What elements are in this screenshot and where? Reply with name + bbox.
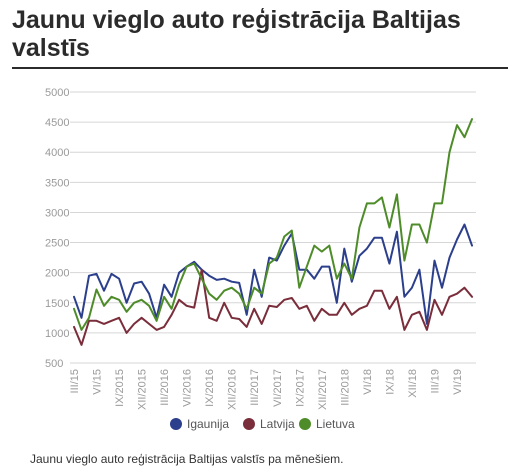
title-divider [12,67,508,69]
x-tick-label: XII/2016 [227,369,239,410]
series-line-latvija [73,268,473,346]
y-tick-label: 5000 [45,87,69,99]
x-axis-ticks: III/15 VI/15 IX/2015 XII/2015 III/2016 VI/201… [69,369,464,410]
x-tick-label: III/2018 [339,369,351,406]
x-tick-label: VI/2017 [272,369,284,407]
x-tick-label: VI/15 [92,369,104,395]
y-tick-label: 2500 [45,238,69,250]
gridlines [70,91,476,364]
y-tick-label: 3500 [45,177,69,189]
legend: Igaunija Latvija Lietuva [170,417,355,431]
series-line-igaunija [73,223,473,325]
y-tick-label: 500 [45,358,63,370]
x-tick-label: IX/18 [384,369,396,395]
legend-label: Lietuva [316,417,355,431]
x-tick-label: III/15 [69,369,81,393]
y-tick-label: 4500 [45,117,69,129]
legend-label: Latvija [260,417,295,431]
x-tick-label: XII/2015 [137,369,149,410]
y-tick-label: 2000 [45,268,69,280]
x-tick-label: XII/2017 [317,369,329,410]
series-line-lietuva [73,118,473,331]
x-tick-label: III/2016 [159,369,171,406]
x-tick-label: VI/19 [452,369,464,395]
chart-title: Jaunu vieglo auto reģistrācija Baltijas … [12,6,461,62]
y-tick-label: 3000 [45,207,69,219]
chart-caption: Jaunu vieglo auto reģistrācija Baltijas … [30,452,344,466]
legend-marker [243,418,255,430]
x-tick-label: VI/18 [362,369,374,395]
x-tick-label: IX/2017 [294,369,306,407]
x-tick-label: III/19 [429,369,441,393]
y-tick-label: 1500 [45,298,69,310]
x-tick-label: IX/2015 [114,369,126,407]
legend-marker [299,418,311,430]
series-lines [73,118,473,346]
legend-marker [170,418,182,430]
y-tick-label: 4000 [45,147,69,159]
x-tick-label: XII/18 [407,369,419,398]
y-tick-label: 1000 [45,328,69,340]
line-chart: 500100015002000250030003500400045005000 … [45,87,476,431]
x-tick-label: IX/2016 [204,369,216,407]
x-tick-label: VI/2016 [182,369,194,407]
x-tick-label: III/2017 [249,369,261,406]
y-axis-ticks: 500 1000 1500 2000 2500 3000 3500 4000 4500 5000 [45,87,69,370]
legend-label: Igaunija [187,417,229,431]
